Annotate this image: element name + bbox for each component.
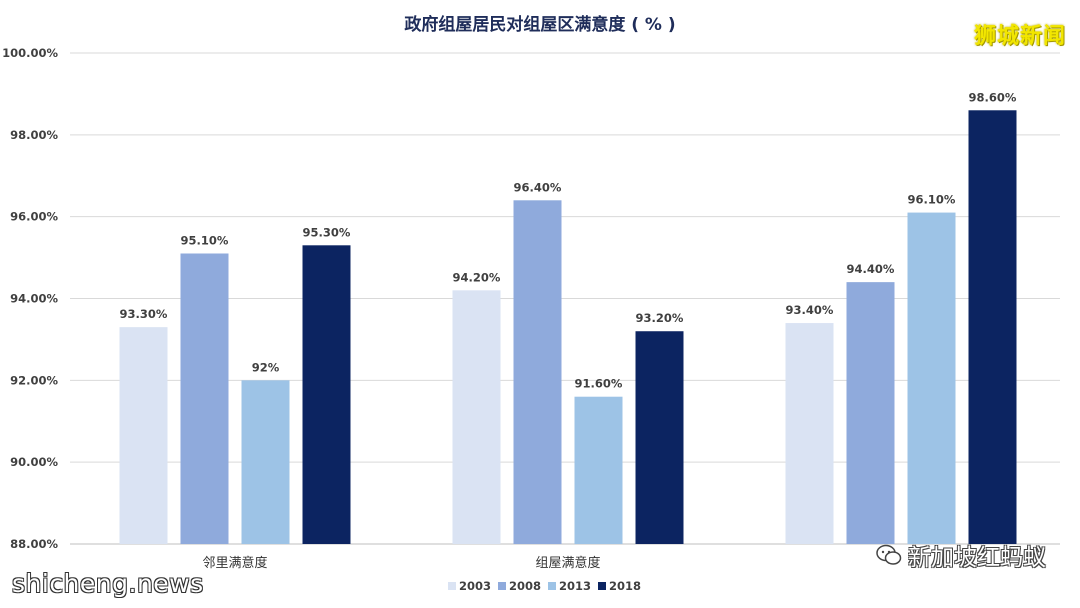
grid-lines <box>70 52 1060 545</box>
bar-2018 <box>635 331 684 544</box>
bar-2008 <box>513 200 562 545</box>
legend-swatch <box>598 582 606 590</box>
data-label: 91.60% <box>575 377 623 391</box>
data-label: 98.60% <box>969 90 1017 104</box>
bar-2013 <box>574 396 623 544</box>
bar-2003 <box>452 290 501 544</box>
bar-2003 <box>119 327 168 544</box>
y-tick-label: 100.00% <box>2 46 58 60</box>
legend-label: 2008 <box>509 579 541 593</box>
data-label: 96.40% <box>514 180 562 194</box>
legend: 2003 2008 2013 2018 <box>448 579 641 593</box>
data-label: 93.40% <box>786 303 834 317</box>
bar-2003 <box>785 323 834 544</box>
x-category-label: 组屋满意度 <box>535 555 600 571</box>
data-label: 94.40% <box>847 262 895 276</box>
bar-2018 <box>968 110 1017 545</box>
data-label: 93.30% <box>120 307 168 321</box>
legend-label: 2003 <box>459 579 491 593</box>
data-label: 96.10% <box>908 193 956 207</box>
bar-2008 <box>846 282 895 544</box>
legend-swatch <box>498 582 506 590</box>
watermark-bottom-right-text: 新加坡红蚂蚁 <box>908 545 1046 571</box>
legend-swatch <box>448 582 456 590</box>
y-tick-label: 88.00% <box>10 537 58 551</box>
y-tick-label: 92.00% <box>10 373 58 387</box>
watermark-bottom-left: shicheng.news <box>12 569 204 598</box>
bar-2018 <box>302 245 351 544</box>
legend-label: 2018 <box>609 579 641 593</box>
watermark-top-right: 狮城新闻 <box>973 24 1066 49</box>
x-category-label: 邻里满意度 <box>202 555 267 571</box>
x-axis: 邻里满意度 组屋满意度 <box>202 555 600 571</box>
legend-label: 2013 <box>559 579 591 593</box>
y-tick-label: 90.00% <box>10 455 58 469</box>
legend-swatch <box>548 582 556 590</box>
bar-2013 <box>241 380 290 544</box>
bars <box>119 110 1017 545</box>
chart-title: 政府组屋居民对组屋区满意度 ( % ) <box>404 14 675 35</box>
bar-2008 <box>180 253 229 544</box>
data-label: 95.10% <box>181 233 229 247</box>
y-tick-label: 96.00% <box>10 210 58 224</box>
data-labels: 93.30% 95.10% 92% 95.30% 94.20% 96.40% 91.60% 9… <box>120 90 1017 390</box>
data-label: 93.20% <box>636 311 684 325</box>
y-tick-label: 98.00% <box>10 128 58 142</box>
watermark-bottom-right: 新加坡红蚂蚁 <box>876 538 1046 572</box>
y-axis: 88.00% 90.00% 92.00% 94.00% 96.00% 98.00% 100.… <box>2 46 58 551</box>
data-label: 95.30% <box>303 225 351 239</box>
bar-2013 <box>907 212 956 544</box>
y-tick-label: 94.00% <box>10 292 58 306</box>
wechat-icon <box>876 544 902 565</box>
data-label: 94.20% <box>453 270 501 284</box>
data-label: 92% <box>252 360 280 374</box>
